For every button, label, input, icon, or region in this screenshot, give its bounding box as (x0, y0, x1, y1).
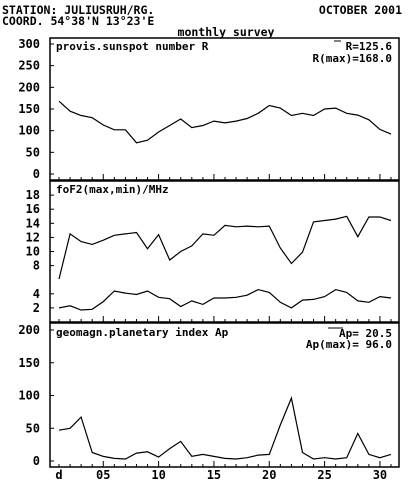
sunspot-y-tick-label: 100 (18, 124, 40, 138)
ap-mean-annotation: Ap= 20.5 (339, 327, 392, 340)
ap-y-tick-label: 0 (33, 454, 40, 468)
ap-panel-title: geomagn.planetary index Ap (56, 326, 229, 339)
x-tick-label: 20 (262, 468, 276, 480)
sunspot-panel-title: provis.sunspot number R (56, 40, 209, 53)
ap-series-line-1 (58, 396, 392, 460)
fof2-panel-title: foF2(max,min)/MHz (56, 183, 169, 196)
sunspot-max-annotation: R(max)=168.0 (313, 52, 392, 65)
sunspot-mean-annotation: R=125.6 (346, 40, 393, 53)
ap-y-tick-label: 150 (18, 356, 40, 370)
station-label: STATION: JULIUSRUH/RG. (2, 3, 154, 17)
x-tick-label: 25 (317, 468, 331, 480)
fof2-y-tick-label: 4 (33, 287, 40, 301)
coordinates-label: COORD. 54°38'N 13°23'E (2, 14, 154, 28)
sunspot-y-tick-label: 200 (18, 80, 40, 94)
ap-y-tick-label: 100 (18, 389, 40, 403)
fof2-y-tick-label: 10 (26, 245, 40, 259)
sunspot-y-tick-label: 300 (18, 37, 40, 51)
x-tick-label: 15 (207, 468, 221, 480)
sunspot-y-tick-label: 150 (18, 102, 40, 116)
fof2-y-tick-label: 2 (33, 301, 40, 315)
month-label: OCTOBER 2001 (319, 3, 402, 17)
fof2-y-tick-label: 14 (26, 216, 40, 230)
sunspot-series-line-1 (58, 100, 392, 144)
fof2-y-tick-label: 18 (26, 188, 40, 202)
fof2-y-tick-label: 12 (26, 230, 40, 244)
x-tick-label: 10 (151, 468, 165, 480)
fof2-panel-frame (49, 180, 400, 323)
x-tick-label: 30 (373, 468, 387, 480)
survey-label: monthly survey (178, 25, 275, 39)
x-axis-tick-labels: d 05 10 15 20 25 30 (55, 468, 387, 480)
sunspot-y-tick-label: 50 (26, 145, 40, 159)
sunspot-y-tick-label: 250 (18, 59, 40, 73)
fof2-y-tick-label: 8 (33, 259, 40, 273)
fof2-series-line-2 (58, 288, 392, 311)
fof2-y-tick-label: 16 (26, 202, 40, 216)
x-tick-label: d (55, 468, 62, 480)
fof2-series-line-1 (58, 215, 392, 280)
x-tick-label: 05 (96, 468, 110, 480)
ap-max-annotation: Ap(max)= 96.0 (306, 338, 392, 351)
sunspot-y-tick-label: 0 (33, 167, 40, 181)
ap-y-tick-label: 50 (26, 421, 40, 435)
ap-y-tick-label: 200 (18, 323, 40, 337)
